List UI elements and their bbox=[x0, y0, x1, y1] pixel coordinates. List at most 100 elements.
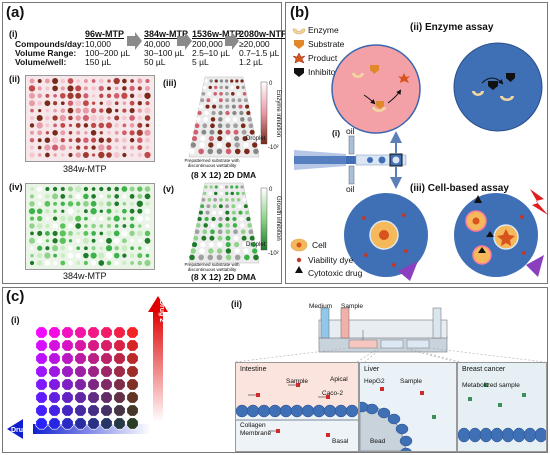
well bbox=[129, 194, 135, 199]
well bbox=[36, 114, 43, 122]
dma-droplet bbox=[203, 191, 207, 196]
well bbox=[121, 245, 128, 252]
well bbox=[75, 122, 81, 128]
inhibitor-icon bbox=[294, 68, 304, 77]
dma-droplet bbox=[193, 129, 199, 135]
well bbox=[90, 130, 97, 136]
combination-well bbox=[74, 417, 87, 430]
well bbox=[130, 79, 135, 83]
combination-well bbox=[61, 417, 74, 430]
well bbox=[99, 216, 104, 221]
well bbox=[130, 261, 134, 265]
dma-droplet bbox=[209, 129, 215, 135]
well bbox=[91, 223, 96, 229]
well bbox=[44, 252, 51, 259]
dma-droplet bbox=[194, 123, 200, 129]
droplet-label-top: Droplet bbox=[246, 136, 266, 142]
dma-droplet bbox=[236, 197, 241, 202]
combination-well bbox=[48, 404, 61, 417]
dma-droplet bbox=[218, 204, 223, 209]
well bbox=[105, 252, 113, 259]
breast-cancer-cell bbox=[512, 427, 526, 443]
well bbox=[37, 130, 43, 136]
breast-cancer-cell bbox=[479, 427, 493, 443]
oil-bottom-label: oil bbox=[346, 184, 355, 194]
well bbox=[36, 260, 43, 266]
dma-droplet bbox=[219, 185, 224, 189]
well bbox=[91, 238, 96, 243]
dma-droplet bbox=[191, 242, 198, 248]
sub-ii-label: (ii) bbox=[9, 74, 20, 84]
dma-droplet bbox=[225, 204, 230, 209]
dma-droplet bbox=[201, 129, 207, 135]
well bbox=[60, 223, 66, 229]
well bbox=[137, 253, 143, 259]
format-384-range: 30–100 µL bbox=[144, 48, 185, 58]
well bbox=[67, 252, 74, 259]
combination-well bbox=[74, 326, 87, 339]
drug1-arrow bbox=[7, 419, 23, 439]
dma-droplet bbox=[230, 197, 235, 202]
scale-top-min: -10² bbox=[268, 145, 279, 151]
dma-droplet bbox=[212, 98, 217, 103]
dma-droplet bbox=[206, 98, 211, 103]
well bbox=[122, 108, 127, 113]
combination-well bbox=[87, 417, 100, 430]
well bbox=[36, 238, 43, 244]
dma-droplet bbox=[202, 123, 208, 129]
well bbox=[30, 246, 34, 250]
combination-well bbox=[35, 417, 48, 430]
caco2-cell bbox=[257, 404, 271, 418]
dma-droplet bbox=[189, 254, 195, 261]
dma-droplet bbox=[225, 85, 229, 90]
combination-well bbox=[87, 391, 100, 404]
well bbox=[129, 93, 135, 98]
well bbox=[106, 130, 112, 135]
dma-droplet bbox=[218, 98, 223, 103]
well bbox=[67, 100, 74, 106]
well bbox=[130, 246, 134, 251]
well bbox=[68, 131, 73, 135]
dma-droplet bbox=[250, 242, 257, 248]
combination-well bbox=[87, 339, 100, 352]
dma-droplet bbox=[203, 85, 207, 90]
dma-droplet bbox=[239, 110, 244, 116]
well bbox=[53, 101, 58, 106]
hepg2-cell bbox=[387, 413, 401, 425]
well bbox=[37, 215, 43, 222]
well bbox=[45, 152, 50, 158]
well bbox=[53, 93, 57, 98]
well bbox=[30, 231, 34, 236]
dma-droplet bbox=[253, 254, 259, 261]
well bbox=[130, 201, 135, 206]
combination-well bbox=[87, 326, 100, 339]
dma-droplet bbox=[230, 79, 234, 83]
well bbox=[76, 79, 80, 83]
sub-i-label: (i) bbox=[332, 128, 341, 138]
row-header-volume-range: Volume Range: bbox=[15, 48, 77, 58]
dma-droplet bbox=[209, 79, 213, 83]
enzyme-icon bbox=[500, 96, 514, 101]
well bbox=[37, 230, 43, 236]
well bbox=[29, 78, 35, 84]
well bbox=[84, 216, 88, 221]
well bbox=[106, 100, 112, 107]
well bbox=[82, 100, 89, 107]
legend-substrate: Substrate bbox=[308, 39, 345, 49]
format-96-compounds: 10,000 bbox=[85, 39, 111, 49]
breast-cancer-panel: Breast cancer Metabolized sample bbox=[457, 362, 547, 452]
well bbox=[106, 201, 112, 207]
well bbox=[29, 123, 35, 128]
dma-droplet bbox=[225, 197, 229, 202]
combination-well bbox=[113, 378, 126, 391]
dma-droplet bbox=[208, 142, 214, 148]
dma-droplet bbox=[216, 142, 223, 148]
combination-well bbox=[100, 365, 113, 378]
droplet-label-bottom: Droplet bbox=[246, 242, 266, 248]
well bbox=[91, 145, 96, 150]
membrane-label: Membrane bbox=[240, 430, 272, 437]
well bbox=[52, 223, 58, 229]
enzyme-icon bbox=[472, 91, 484, 96]
inhibitor-icon bbox=[488, 81, 498, 90]
breast-cancer-cell bbox=[534, 427, 546, 443]
